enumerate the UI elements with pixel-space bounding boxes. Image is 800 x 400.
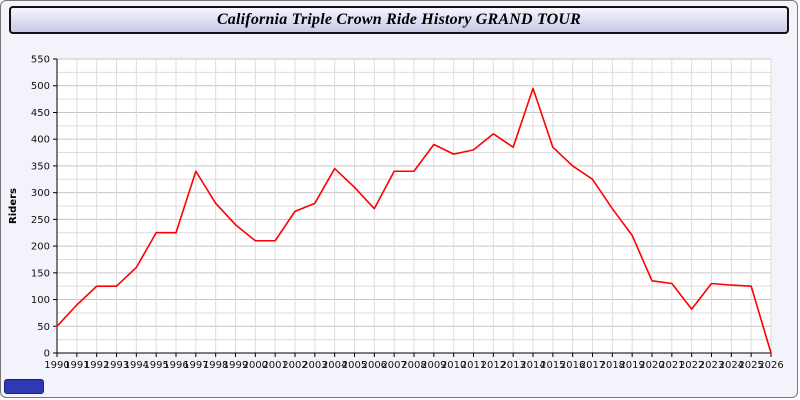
svg-text:2014: 2014 xyxy=(520,360,545,371)
svg-text:150: 150 xyxy=(31,268,50,279)
svg-text:2012: 2012 xyxy=(481,360,506,371)
svg-text:2004: 2004 xyxy=(322,360,347,371)
svg-text:2002: 2002 xyxy=(282,360,307,371)
svg-text:2021: 2021 xyxy=(659,360,684,371)
svg-text:2020: 2020 xyxy=(639,360,664,371)
svg-text:1992: 1992 xyxy=(84,360,109,371)
svg-text:500: 500 xyxy=(31,81,50,92)
svg-text:2024: 2024 xyxy=(719,360,744,371)
svg-text:250: 250 xyxy=(31,215,50,226)
svg-text:2023: 2023 xyxy=(699,360,724,371)
svg-text:2008: 2008 xyxy=(401,360,426,371)
svg-text:2011: 2011 xyxy=(461,360,486,371)
svg-text:450: 450 xyxy=(31,108,50,119)
svg-text:350: 350 xyxy=(31,161,50,172)
svg-text:2013: 2013 xyxy=(500,360,525,371)
svg-text:100: 100 xyxy=(31,295,50,306)
svg-text:550: 550 xyxy=(31,55,50,66)
svg-text:2018: 2018 xyxy=(600,360,625,371)
svg-text:2017: 2017 xyxy=(580,360,605,371)
svg-text:1997: 1997 xyxy=(183,360,208,371)
svg-text:300: 300 xyxy=(31,188,50,199)
svg-text:2001: 2001 xyxy=(262,360,287,371)
svg-text:0: 0 xyxy=(44,349,50,360)
svg-text:2005: 2005 xyxy=(342,360,367,371)
svg-text:2026: 2026 xyxy=(758,360,783,371)
svg-text:1990: 1990 xyxy=(44,360,69,371)
svg-text:50: 50 xyxy=(37,322,50,333)
svg-text:200: 200 xyxy=(31,242,50,253)
svg-text:2022: 2022 xyxy=(679,360,704,371)
svg-text:1994: 1994 xyxy=(124,360,149,371)
svg-text:2010: 2010 xyxy=(441,360,466,371)
svg-text:1999: 1999 xyxy=(223,360,248,371)
svg-text:2003: 2003 xyxy=(302,360,327,371)
svg-text:2015: 2015 xyxy=(540,360,565,371)
svg-text:1993: 1993 xyxy=(104,360,129,371)
svg-text:1996: 1996 xyxy=(163,360,188,371)
chart-container: 0 50 100 150 200 250 300 350 400 450 500 550 1990 199… xyxy=(3,35,797,397)
chart-title: California Triple Crown Ride History GRA… xyxy=(216,11,582,28)
svg-text:2000: 2000 xyxy=(243,360,268,371)
svg-text:2006: 2006 xyxy=(362,360,387,371)
svg-text:400: 400 xyxy=(31,135,50,146)
svg-text:1998: 1998 xyxy=(203,360,228,371)
svg-text:1995: 1995 xyxy=(143,360,168,371)
bottom-left-button[interactable] xyxy=(4,379,44,394)
svg-text:2007: 2007 xyxy=(381,360,406,371)
svg-text:1991: 1991 xyxy=(64,360,89,371)
svg-text:2009: 2009 xyxy=(421,360,446,371)
svg-text:2016: 2016 xyxy=(560,360,585,371)
svg-text:2025: 2025 xyxy=(738,360,763,371)
svg-text:Riders: Riders xyxy=(8,188,19,224)
svg-text:2019: 2019 xyxy=(619,360,644,371)
line-chart-svg: 0501001502002503003504004505005501990199… xyxy=(8,55,784,372)
chart-title-bar: California Triple Crown Ride History GRA… xyxy=(9,6,789,34)
